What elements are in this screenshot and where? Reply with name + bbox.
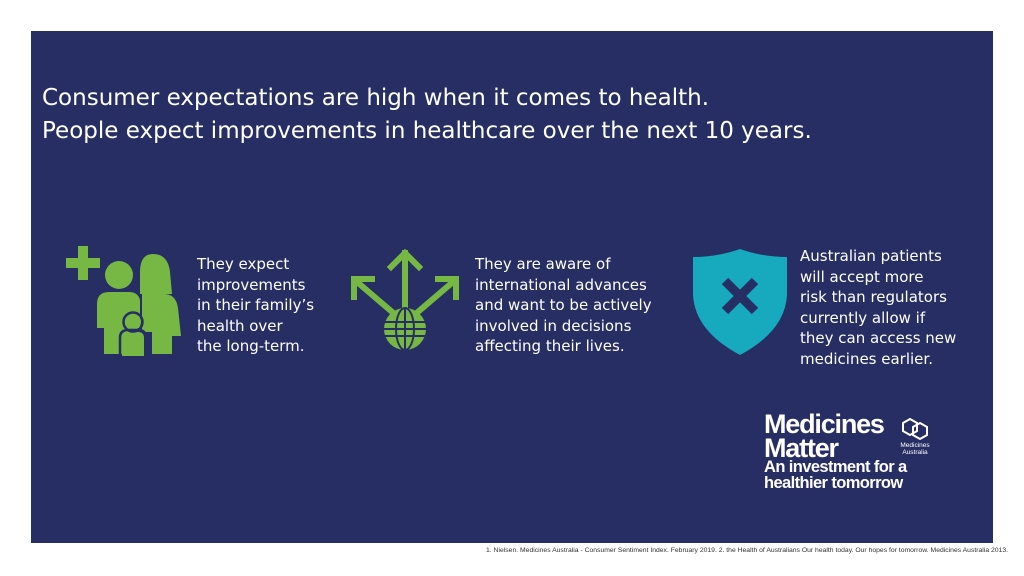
tagline: An investment for a healthier tomorrow xyxy=(764,458,907,492)
logo-word-matter: Matter xyxy=(764,433,839,463)
medicines-australia-logo-icon xyxy=(902,417,928,441)
patient-risk-text: Australian patients will accept more ris… xyxy=(800,247,957,368)
shield-x-icon xyxy=(693,249,787,355)
headline-line-2: People expect improvements in healthcare… xyxy=(42,118,812,144)
logo-word-medicines: Medicines xyxy=(764,409,885,439)
footnote-references: 1. Nielsen. Medicines Australia - Consum… xyxy=(486,547,1008,554)
family-health-icon xyxy=(66,246,181,358)
medicines-australia-mark: Medicines Australia xyxy=(895,417,935,456)
globe-arrows-icon xyxy=(351,248,459,351)
international-awareness-text: They are aware of international advances… xyxy=(475,255,652,355)
infographic-panel xyxy=(31,31,993,543)
medicines-matter-logo: Medicines Matter xyxy=(764,409,954,463)
headline: Consumer expectations are high when it c… xyxy=(42,82,942,148)
headline-line-1: Consumer expectations are high when it c… xyxy=(42,85,709,111)
family-expectation-text: They expect improvements in their family… xyxy=(197,255,315,355)
